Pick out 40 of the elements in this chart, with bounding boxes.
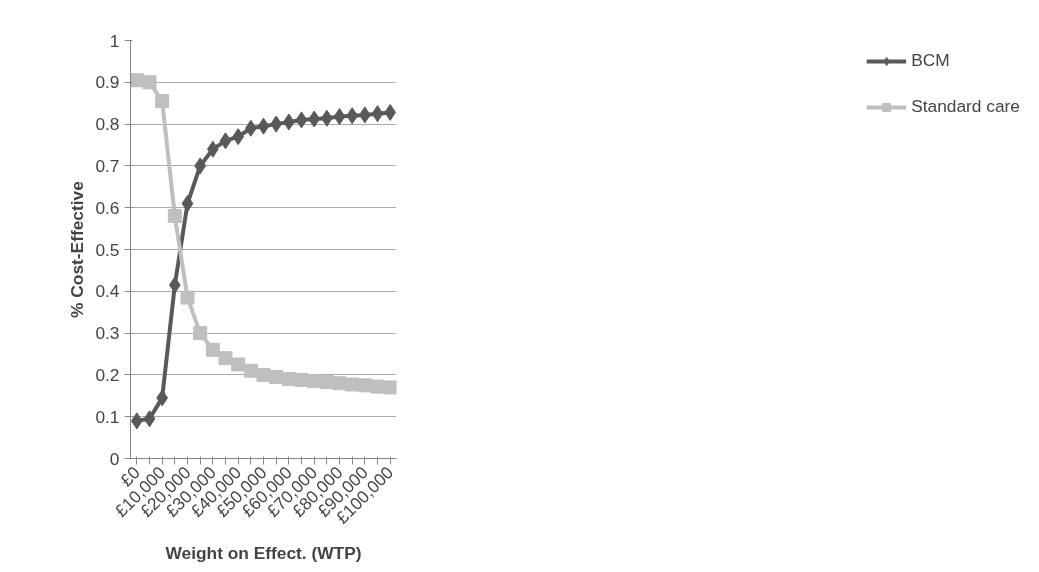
y-axis-title: % Cost-Effective xyxy=(67,180,88,318)
legend-label: Standard care xyxy=(911,96,1020,117)
y-tick-label: 0.6 xyxy=(95,197,120,218)
point xyxy=(332,376,347,391)
point xyxy=(142,75,157,90)
y-tick-label: 0.4 xyxy=(95,281,120,302)
y-tick-label: 0.7 xyxy=(95,155,120,176)
point xyxy=(218,351,233,366)
point xyxy=(345,377,360,392)
y-tick-label: 0.9 xyxy=(95,72,120,93)
y-tick-label: 0.8 xyxy=(95,114,120,135)
y-tick-label: 0.1 xyxy=(95,406,120,427)
point xyxy=(205,342,220,357)
legend-label: BCM xyxy=(911,50,950,71)
y-tick-label: 0 xyxy=(109,448,120,469)
point xyxy=(180,290,195,305)
point xyxy=(269,369,284,384)
point xyxy=(295,111,308,129)
point xyxy=(181,195,194,213)
y-tick-label: 0.3 xyxy=(95,323,120,344)
y-tick-label: 0.2 xyxy=(95,364,120,385)
x-axis-title: Weight on Effect. (WTP) xyxy=(165,542,362,563)
point xyxy=(370,379,385,394)
point xyxy=(307,374,322,389)
point xyxy=(167,209,182,224)
y-tick-label: 1 xyxy=(109,30,120,51)
y-tick-label: 0.5 xyxy=(95,239,120,260)
point xyxy=(243,363,258,378)
point xyxy=(383,380,397,395)
point xyxy=(155,94,170,109)
point xyxy=(256,367,271,382)
point xyxy=(219,132,232,150)
point xyxy=(257,117,270,135)
point xyxy=(333,108,346,126)
point xyxy=(357,378,372,393)
point xyxy=(294,372,309,387)
point xyxy=(143,410,156,428)
point xyxy=(231,357,246,372)
point xyxy=(193,326,208,341)
point xyxy=(371,105,384,123)
